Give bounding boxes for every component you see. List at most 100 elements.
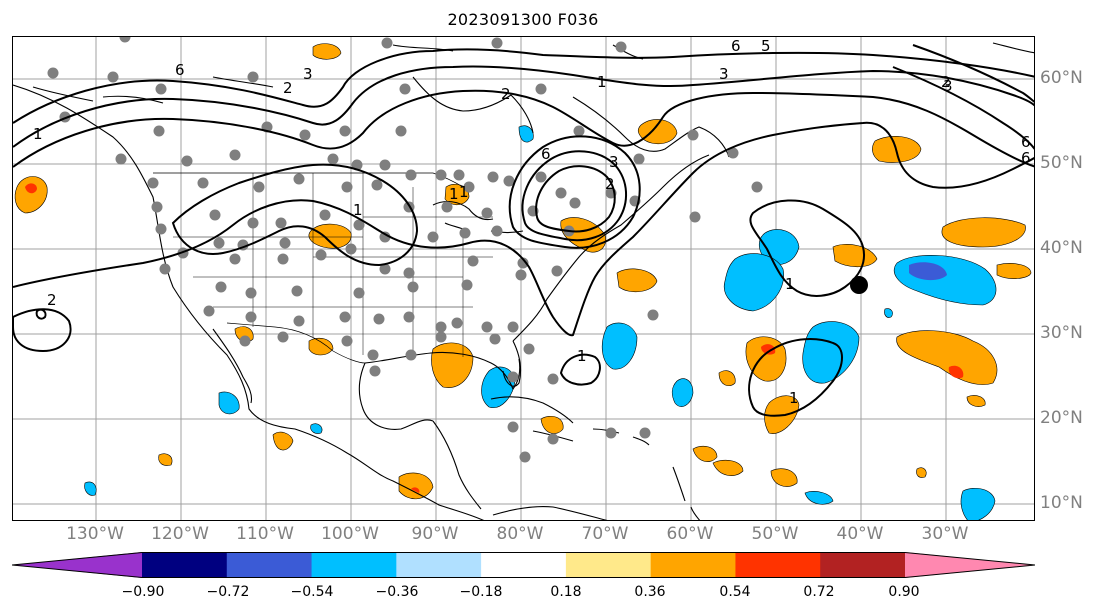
contour-label: 1	[789, 389, 799, 407]
lon-label: 60°W	[666, 524, 714, 544]
positive-anomaly-area	[896, 330, 998, 385]
station-marker	[319, 209, 331, 221]
station-marker	[345, 243, 357, 255]
positive-anomaly-area	[431, 342, 474, 388]
station-marker	[605, 427, 617, 439]
contour-label: 6	[541, 145, 551, 163]
negative-anomaly-area	[960, 488, 996, 520]
colorbar-segment	[142, 552, 228, 578]
positive-anomaly-area	[718, 370, 736, 386]
station-marker	[639, 427, 651, 439]
station-marker	[353, 219, 365, 231]
lon-label: 90°W	[411, 524, 459, 544]
station-marker	[555, 187, 567, 199]
lon-label: 50°W	[751, 524, 799, 544]
station-marker	[291, 285, 303, 297]
contour-line	[912, 44, 1034, 103]
positive-anomaly-area	[712, 459, 744, 476]
contour-label: 1	[449, 185, 459, 203]
station-marker	[481, 321, 493, 333]
negative-anomaly-area	[804, 491, 834, 505]
station-marker	[277, 253, 289, 265]
contour-line	[13, 48, 1034, 124]
positive-anomaly-area	[540, 416, 564, 434]
station-marker	[341, 335, 353, 347]
station-marker	[245, 287, 257, 299]
station-marker	[159, 263, 171, 275]
contour-label: 6	[731, 37, 741, 55]
station-marker	[379, 263, 391, 275]
lon-label: 110°W	[236, 524, 294, 544]
positive-anomaly-area	[616, 268, 658, 293]
contour-line	[171, 163, 419, 267]
station-marker	[687, 129, 699, 141]
station-marker	[441, 201, 453, 213]
station-marker	[155, 83, 167, 95]
contour-label: 1	[597, 73, 607, 91]
station-marker	[153, 125, 165, 137]
contour-line	[35, 308, 47, 320]
colorbar-segment	[735, 552, 821, 578]
station-marker	[535, 171, 547, 183]
lat-label: 60°N	[1040, 68, 1083, 88]
station-marker	[519, 451, 531, 463]
colorbar-outline	[12, 552, 1035, 578]
colorbar-segment	[820, 552, 906, 578]
station-marker	[507, 321, 519, 333]
hudson-bay	[412, 76, 534, 134]
lon-label: 70°W	[581, 524, 629, 544]
contour-line	[521, 150, 627, 242]
station-marker	[327, 153, 339, 165]
station-marker	[405, 349, 417, 361]
lon-label: 100°W	[321, 524, 379, 544]
station-marker	[481, 207, 493, 219]
colorbar-segment	[650, 552, 736, 578]
station-marker	[487, 171, 499, 183]
shaded-field	[14, 43, 1032, 520]
station-marker	[371, 179, 383, 191]
positive-anomaly-area	[14, 176, 48, 214]
station-marker	[379, 231, 391, 243]
contour-line	[13, 308, 72, 353]
contour-label: 2	[283, 79, 293, 97]
colorbar-extend-low	[12, 552, 142, 578]
contour-line	[748, 338, 843, 417]
positive-anomaly-area	[916, 467, 927, 478]
station-marker	[247, 217, 259, 229]
lat-label: 40°N	[1040, 238, 1083, 258]
station-marker	[213, 237, 225, 249]
station-marker	[489, 333, 501, 345]
station-marker	[315, 249, 327, 261]
station-marker	[503, 175, 515, 187]
coastlines	[13, 42, 1034, 520]
positive-anomaly-area	[158, 453, 173, 466]
station-marker	[751, 181, 763, 193]
station-marker	[381, 37, 393, 49]
lon-label: 30°W	[921, 524, 969, 544]
station-marker	[535, 83, 547, 95]
station-marker	[47, 67, 59, 79]
us-mexico-border	[226, 322, 366, 364]
station-markers	[47, 37, 763, 463]
contour-line	[13, 65, 1034, 148]
station-marker	[547, 373, 559, 385]
contour-label: 1	[459, 183, 469, 201]
positive-anomaly-area	[996, 263, 1032, 279]
station-marker	[119, 37, 131, 43]
contour-label: 3	[719, 65, 729, 83]
station-marker	[293, 173, 305, 185]
station-marker	[435, 321, 447, 333]
canada-islands	[32, 42, 1034, 104]
station-marker	[405, 169, 417, 181]
contour-line	[749, 199, 865, 297]
contour-label: 1	[353, 201, 363, 219]
lat-label: 50°N	[1040, 153, 1083, 173]
station-marker	[547, 433, 559, 445]
positive-anomaly-core	[25, 183, 37, 194]
south-america	[492, 505, 608, 520]
station-marker	[253, 181, 265, 193]
station-marker	[373, 313, 385, 325]
negative-anomaly-area	[802, 321, 860, 384]
contour-label: 3	[303, 65, 313, 83]
